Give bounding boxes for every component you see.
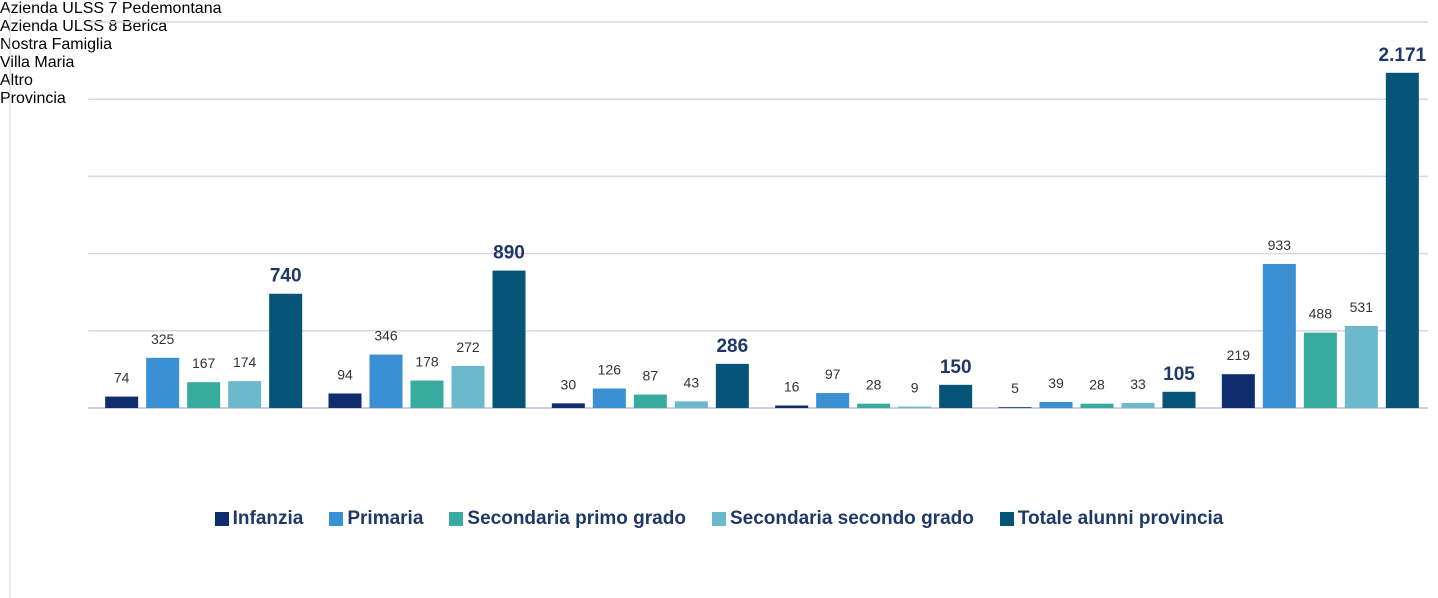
bar (857, 403, 891, 408)
bar (1262, 263, 1296, 408)
bar (1303, 332, 1337, 408)
legend-swatch (329, 512, 344, 526)
data-label: 5 (1011, 380, 1019, 396)
bar (939, 384, 973, 408)
bar (228, 381, 262, 408)
bar (146, 357, 180, 408)
data-label: 178 (415, 354, 439, 370)
x-tick-label: Azienda ULSS 7 Pedemontana (0, 0, 222, 17)
data-label: 531 (1350, 299, 1374, 315)
bar (1080, 403, 1114, 408)
x-tick-label: Altro (0, 72, 33, 89)
bar (1221, 374, 1255, 408)
data-label: 94 (337, 366, 353, 382)
bar (1344, 326, 1378, 408)
data-label: 39 (1048, 375, 1064, 391)
data-label: 87 (643, 368, 659, 384)
bar (674, 401, 708, 408)
legend-swatch (999, 512, 1014, 526)
legend-swatch (214, 512, 229, 526)
data-label: 890 (493, 243, 525, 264)
bar (369, 354, 403, 408)
legend-item: Infanzia (214, 508, 304, 530)
data-label: 43 (684, 374, 700, 390)
data-label: 16 (784, 379, 800, 395)
bar (551, 403, 585, 408)
bar (105, 396, 139, 408)
legend-item: Totale alunni provincia (999, 508, 1224, 530)
bar (898, 406, 932, 408)
bar (1121, 402, 1155, 408)
bar (715, 363, 749, 408)
data-label: 9 (911, 380, 919, 396)
bar (187, 382, 221, 408)
bar (328, 393, 362, 408)
legend-item: Secondaria secondo grado (711, 508, 974, 530)
data-label: 488 (1309, 306, 1333, 322)
legend-label: Primaria (347, 508, 424, 529)
data-label: 150 (940, 357, 972, 378)
data-label: 272 (456, 339, 480, 355)
legend-label: Infanzia (232, 508, 304, 529)
bar (592, 388, 626, 408)
legend-label: Secondaria secondo grado (729, 508, 974, 529)
data-label: 325 (151, 331, 175, 347)
legend-label: Totale alunni provincia (1017, 508, 1224, 529)
legend-item: Primaria (329, 508, 423, 530)
data-label: 74 (114, 370, 130, 386)
data-label: 28 (1089, 377, 1105, 393)
bar (1385, 72, 1419, 408)
bar (451, 366, 485, 408)
data-label: 105 (1163, 364, 1195, 385)
legend-swatch (711, 512, 726, 526)
bar (1162, 391, 1196, 408)
data-label: 219 (1227, 347, 1251, 363)
data-label: 2.171 (1379, 45, 1427, 66)
data-label: 97 (825, 366, 841, 382)
legend-item: Secondaria primo grado (449, 508, 686, 530)
data-label: 30 (561, 376, 577, 392)
data-label: 33 (1130, 376, 1146, 392)
x-tick-label: Nostra Famiglia (0, 36, 113, 53)
bar (998, 407, 1032, 408)
bar (492, 270, 526, 408)
data-label: 28 (866, 377, 882, 393)
data-label: 346 (374, 328, 398, 344)
legend-label: Secondaria primo grado (467, 508, 686, 529)
bar (775, 405, 809, 408)
legend-swatch (449, 512, 464, 526)
bar (410, 380, 444, 408)
data-label: 167 (192, 355, 216, 371)
x-tick-label: Villa Maria (0, 54, 75, 71)
x-tick-label: Provincia (0, 90, 66, 107)
legend: Infanzia Primaria Secondaria primo grado Se… (0, 508, 1438, 530)
data-label: 740 (270, 266, 302, 287)
bar (633, 394, 667, 408)
bar (1039, 401, 1073, 408)
data-label: 286 (716, 336, 748, 357)
bar (269, 293, 303, 408)
data-label: 174 (233, 354, 257, 370)
data-label: 126 (598, 362, 622, 378)
data-label: 933 (1268, 237, 1292, 253)
bar (816, 393, 850, 408)
